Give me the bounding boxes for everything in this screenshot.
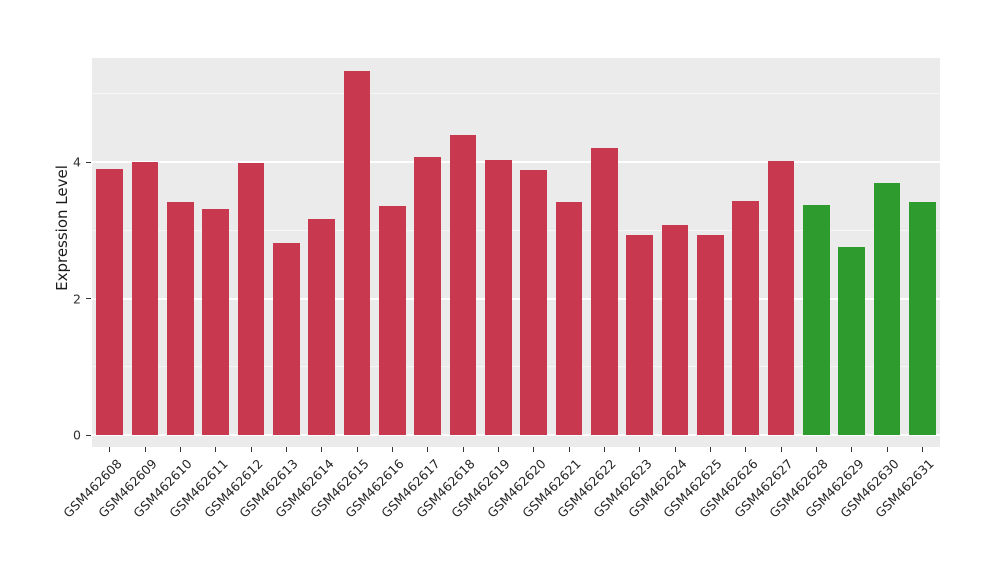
bar-GSM462627 bbox=[767, 161, 795, 435]
bar-GSM462618 bbox=[449, 134, 477, 435]
x-tick-mark bbox=[356, 447, 358, 452]
x-tick-mark bbox=[815, 447, 817, 452]
x-tick-mark bbox=[250, 447, 252, 452]
bar-GSM462626 bbox=[732, 200, 760, 435]
bar-GSM462629 bbox=[838, 246, 866, 435]
x-tick-mark bbox=[497, 447, 499, 452]
x-tick-mark bbox=[215, 447, 217, 452]
x-tick-mark bbox=[851, 447, 853, 452]
x-tick-mark bbox=[568, 447, 570, 452]
x-tick-mark bbox=[709, 447, 711, 452]
x-tick-mark bbox=[745, 447, 747, 452]
bar-GSM462622 bbox=[590, 147, 618, 435]
bar-GSM462613 bbox=[272, 242, 300, 435]
gridline-minor bbox=[92, 366, 940, 368]
x-tick-mark bbox=[533, 447, 535, 452]
bar-GSM462608 bbox=[96, 168, 124, 435]
x-tick-mark bbox=[462, 447, 464, 452]
bar-GSM462614 bbox=[308, 218, 336, 435]
y-tick-mark bbox=[86, 161, 91, 163]
gridline-major bbox=[92, 434, 940, 436]
gridline-major bbox=[92, 161, 940, 163]
x-tick-mark bbox=[144, 447, 146, 452]
bar-GSM462617 bbox=[414, 157, 442, 435]
x-tick-mark bbox=[674, 447, 676, 452]
y-tick-mark bbox=[86, 434, 91, 436]
x-tick-mark bbox=[603, 447, 605, 452]
x-tick-mark bbox=[321, 447, 323, 452]
bar-GSM462620 bbox=[520, 169, 548, 435]
bar-GSM462619 bbox=[484, 159, 512, 435]
bar-GSM462625 bbox=[696, 235, 724, 435]
y-tick-mark bbox=[86, 298, 91, 299]
x-tick-mark bbox=[109, 447, 111, 452]
x-tick-mark bbox=[886, 447, 888, 452]
bar-GSM462610 bbox=[166, 202, 194, 435]
x-tick-mark bbox=[179, 447, 181, 452]
x-tick-mark bbox=[285, 447, 287, 452]
bar-GSM462630 bbox=[873, 183, 901, 435]
x-tick-mark bbox=[427, 447, 429, 452]
bar-GSM462615 bbox=[343, 71, 371, 435]
x-tick-mark bbox=[921, 447, 923, 452]
y-tick-label: 2 bbox=[73, 291, 81, 306]
x-tick-mark bbox=[639, 447, 641, 452]
gridline-minor bbox=[92, 229, 940, 231]
bar-GSM462624 bbox=[661, 225, 689, 435]
bar-GSM462631 bbox=[908, 202, 936, 435]
y-tick-label: 4 bbox=[73, 154, 81, 170]
bar-GSM462611 bbox=[202, 209, 230, 435]
x-tick-mark bbox=[391, 447, 393, 452]
plot-panel bbox=[92, 58, 940, 447]
bar-GSM462616 bbox=[378, 205, 406, 435]
gridline-minor bbox=[92, 93, 940, 95]
bar-GSM462623 bbox=[626, 235, 654, 435]
gridline-major bbox=[92, 297, 940, 300]
y-tick-label: 0 bbox=[73, 427, 81, 443]
bar-GSM462609 bbox=[131, 162, 159, 435]
x-tick-mark bbox=[780, 447, 782, 452]
y-axis-title: Expression Level bbox=[53, 164, 71, 291]
bar-GSM462612 bbox=[237, 163, 265, 435]
bar-GSM462628 bbox=[802, 204, 830, 435]
bar-GSM462621 bbox=[555, 202, 583, 435]
